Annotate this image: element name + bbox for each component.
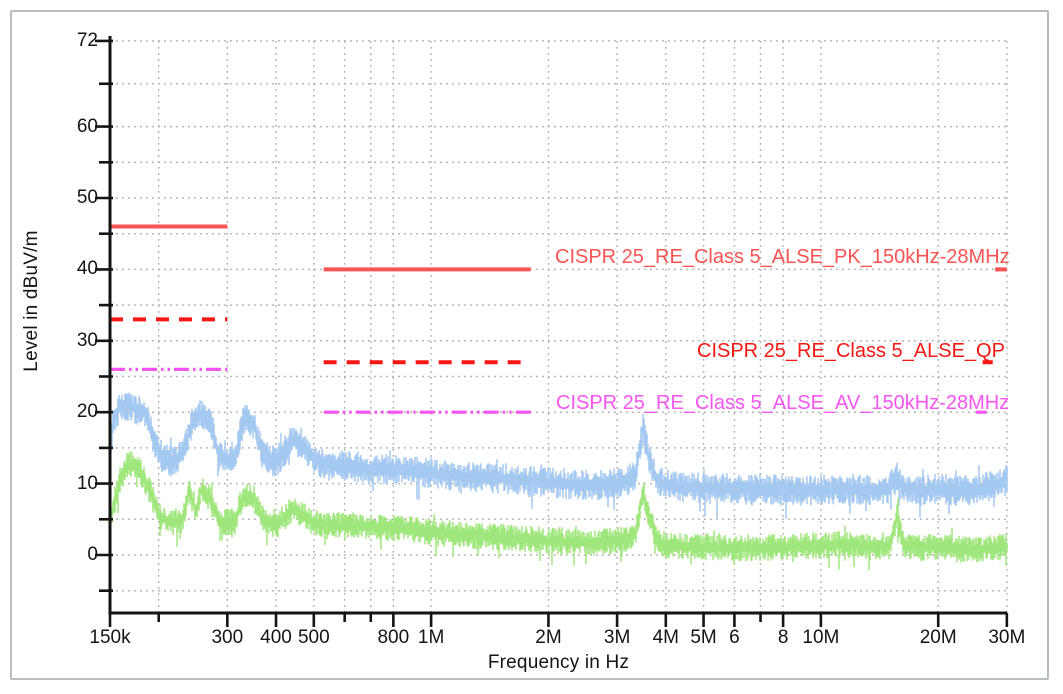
limit-label-av: CISPR 25_RE_Class 5_ALSE_AV_150kHz-28MHz (556, 392, 1010, 414)
y-tick-label: 72 (76, 29, 98, 51)
x-tick-label: 4M (652, 627, 679, 648)
x-tick-label: 2M (535, 627, 562, 648)
chart-frame (10, 10, 1049, 680)
x-tick-label: 6 (729, 627, 740, 648)
y-tick-label: 50 (76, 187, 98, 208)
y-tick-label: 40 (76, 258, 98, 280)
x-tick-label: 3M (603, 627, 631, 648)
y-tick-label: 10 (76, 472, 98, 494)
average-measurement-trace (109, 451, 1008, 571)
x-tick-label: 30M (988, 627, 1026, 648)
x-tick-label: 8 (777, 627, 789, 648)
y-tick-label: 30 (76, 329, 98, 351)
y-axis-title: Level in dBuV/m (21, 230, 42, 372)
y-tick-label: 20 (76, 401, 98, 423)
x-tick-label: 400 (260, 627, 292, 648)
x-tick-label: 10M (802, 627, 840, 648)
y-tick-label: 0 (87, 544, 98, 565)
x-tick-label: 20M (919, 627, 957, 648)
x-axis-title: Frequency in Hz (0, 652, 1063, 674)
x-axis-title-text: Frequency in Hz (487, 652, 630, 673)
x-tick-label: 800 (377, 627, 410, 648)
y-tick-label: 60 (76, 115, 98, 137)
limit-label-pk: CISPR 25_RE_Class 5_ALSE_PK_150kHz-28MHz (555, 246, 1010, 268)
x-tick-label: 150k (89, 627, 131, 648)
x-tick-label: 300 (211, 627, 244, 648)
limit-label-qp: CISPR 25_RE_Class 5_ALSE_QP (697, 340, 1005, 362)
x-tick-label: 1M (417, 627, 445, 648)
x-tick-label: 5M (690, 627, 717, 648)
x-tick-label: 500 (297, 627, 330, 648)
